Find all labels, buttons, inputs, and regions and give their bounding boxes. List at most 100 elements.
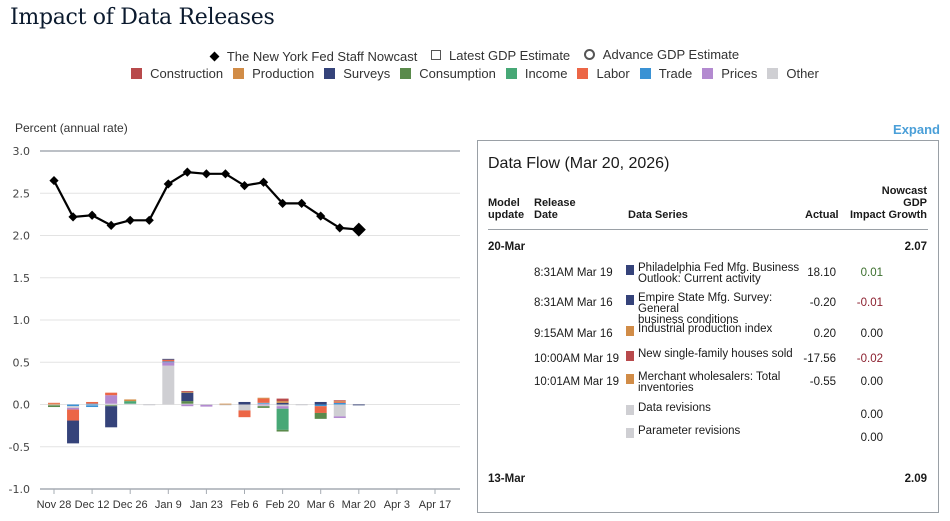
bar-segment-labor xyxy=(48,402,60,404)
bar-segment-surveys xyxy=(105,406,118,428)
x-tick-label: Feb 20 xyxy=(265,499,299,511)
nowcast-line xyxy=(53,170,359,231)
legend-categories: Construction Production Surveys Consumption… xyxy=(0,66,950,82)
bar-segment-other xyxy=(105,404,118,406)
legend-label: Other xyxy=(786,66,819,81)
bar-segment-trade xyxy=(314,404,327,407)
bar-segment-other xyxy=(200,404,213,405)
bar-segment-labor xyxy=(86,401,99,404)
y-tick-label: 0.0 xyxy=(13,399,31,412)
legend-item-consumption[interactable]: Consumption xyxy=(400,66,496,81)
bar-segment-other xyxy=(86,404,99,406)
bar-segment-surveys xyxy=(67,420,80,444)
square-outline-icon xyxy=(431,50,442,60)
legend-markers: The New York Fed Staff Nowcast Latest GD… xyxy=(0,47,950,64)
bar-segment-other xyxy=(162,365,175,405)
y-tick-label: 1.5 xyxy=(13,272,31,285)
x-tick-label: Jan 23 xyxy=(190,499,223,511)
page-title: Impact of Data Releases xyxy=(10,5,275,30)
data-series-line: Data revisions xyxy=(638,402,711,414)
bar-segment-labor xyxy=(67,409,80,421)
bar-segment-labor xyxy=(238,410,251,418)
data-series-line: business conditions xyxy=(638,314,739,326)
bar-segment-production xyxy=(276,401,289,403)
impact-value: 0.00 xyxy=(860,328,883,340)
bar-segment-consumption xyxy=(105,405,118,407)
y-axis-label: Percent (annual rate) xyxy=(15,121,128,135)
bar-segment-trade xyxy=(257,402,270,404)
bar-segment-other xyxy=(276,404,289,407)
nowcast-point xyxy=(316,211,326,221)
bar-segment-construction xyxy=(181,390,194,392)
nowcast-point xyxy=(258,177,269,187)
bar-segment-prices xyxy=(67,407,80,410)
bar-segment-trade xyxy=(86,405,99,408)
category-swatch-icon xyxy=(626,405,634,415)
color-swatch-icon xyxy=(702,68,714,79)
legend-item-construction[interactable]: Construction xyxy=(131,66,223,81)
nowcast-point xyxy=(87,210,97,220)
header-release-date: Release Date xyxy=(534,197,576,221)
bar-segment-prices xyxy=(333,416,346,419)
data-series-line: Philadelphia Fed Mfg. Business xyxy=(638,262,800,274)
bar-segment-other xyxy=(143,404,156,405)
data-flow-panel: Data Flow (Mar 20, 2026) Model update Re… xyxy=(477,140,939,513)
bar-segment-consumption xyxy=(181,401,194,404)
bar-segment-consumption xyxy=(48,405,60,408)
bar-segment-construction xyxy=(276,398,289,402)
legend-item-other[interactable]: Other xyxy=(767,66,819,81)
bar-segment-trade xyxy=(86,403,99,405)
actual-value: -0.20 xyxy=(809,297,836,309)
nowcast-point xyxy=(278,198,288,208)
diamond-icon xyxy=(209,51,220,62)
data-series-name[interactable]: Industrial production index xyxy=(638,323,808,335)
bar-segment-production xyxy=(257,397,270,399)
header-data-series: Data Series xyxy=(628,209,688,221)
data-series-name[interactable]: Empire State Mfg. Survey: General busines… xyxy=(638,292,808,326)
data-series-name[interactable]: New single-family houses sold xyxy=(638,348,808,360)
data-series-line: inventories xyxy=(638,382,694,394)
color-swatch-icon xyxy=(233,68,245,79)
bar-segment-prices xyxy=(181,404,194,407)
data-series-name[interactable]: Data revisions xyxy=(638,402,808,414)
nowcast-point xyxy=(220,169,231,179)
legend-item-latest-gdp[interactable]: Latest GDP Estimate xyxy=(431,48,570,63)
header-divider xyxy=(488,229,928,230)
x-tick-label: Dec 26 xyxy=(113,499,148,511)
release-date: 10:00AM Mar 19 xyxy=(534,353,620,365)
color-swatch-icon xyxy=(131,68,143,79)
color-swatch-icon xyxy=(639,68,651,79)
x-tick-label: Jan 9 xyxy=(155,499,182,511)
legend-label: Consumption xyxy=(419,66,496,81)
bar-segment-other xyxy=(181,403,194,405)
legend-item-trade[interactable]: Trade xyxy=(639,66,692,81)
legend-item-labor[interactable]: Labor xyxy=(577,66,630,81)
data-series-name[interactable]: Parameter revisions xyxy=(638,425,808,437)
legend-item-income[interactable]: Income xyxy=(505,66,567,81)
nowcast-chart: 3.0 2.5 2.0 1.5 1.0 0.5 0.0 -0.5 -1.0 Nov 28 Dec 1… xyxy=(9,145,460,511)
header-impact: Impact xyxy=(850,209,886,221)
legend-label: Construction xyxy=(150,66,224,81)
legend-item-prices[interactable]: Prices xyxy=(702,66,757,81)
nowcast-point xyxy=(163,179,173,189)
impact-value: 0.00 xyxy=(860,376,883,388)
nowcast-point xyxy=(106,220,116,230)
impact-value: 0.01 xyxy=(860,267,883,279)
legend-item-advance-gdp[interactable]: Advance GDP Estimate xyxy=(583,47,739,62)
expand-link[interactable]: Expand xyxy=(893,122,940,137)
bar-segment-trade xyxy=(162,361,175,363)
bar-segment-surveys xyxy=(181,392,194,402)
bar-segment-production xyxy=(219,403,232,405)
data-series-line: Outlook: Current activity xyxy=(638,273,761,285)
legend-item-nowcast[interactable]: The New York Fed Staff Nowcast xyxy=(209,49,417,64)
data-series-name[interactable]: Merchant wholesalers: Total inventories xyxy=(638,371,808,394)
bar-segment-prices xyxy=(200,404,213,407)
y-tick-label: 3.0 xyxy=(13,145,31,158)
legend-item-surveys[interactable]: Surveys xyxy=(324,66,390,81)
legend-item-production[interactable]: Production xyxy=(233,66,314,81)
header-nowcast: Nowcast GDP Growth xyxy=(881,185,927,221)
y-tick-label: 1.0 xyxy=(13,314,31,327)
data-series-name[interactable]: Philadelphia Fed Mfg. Business Outlook: C… xyxy=(638,262,808,285)
bar-segment-production xyxy=(48,403,60,405)
bar-segment-production xyxy=(124,399,137,402)
